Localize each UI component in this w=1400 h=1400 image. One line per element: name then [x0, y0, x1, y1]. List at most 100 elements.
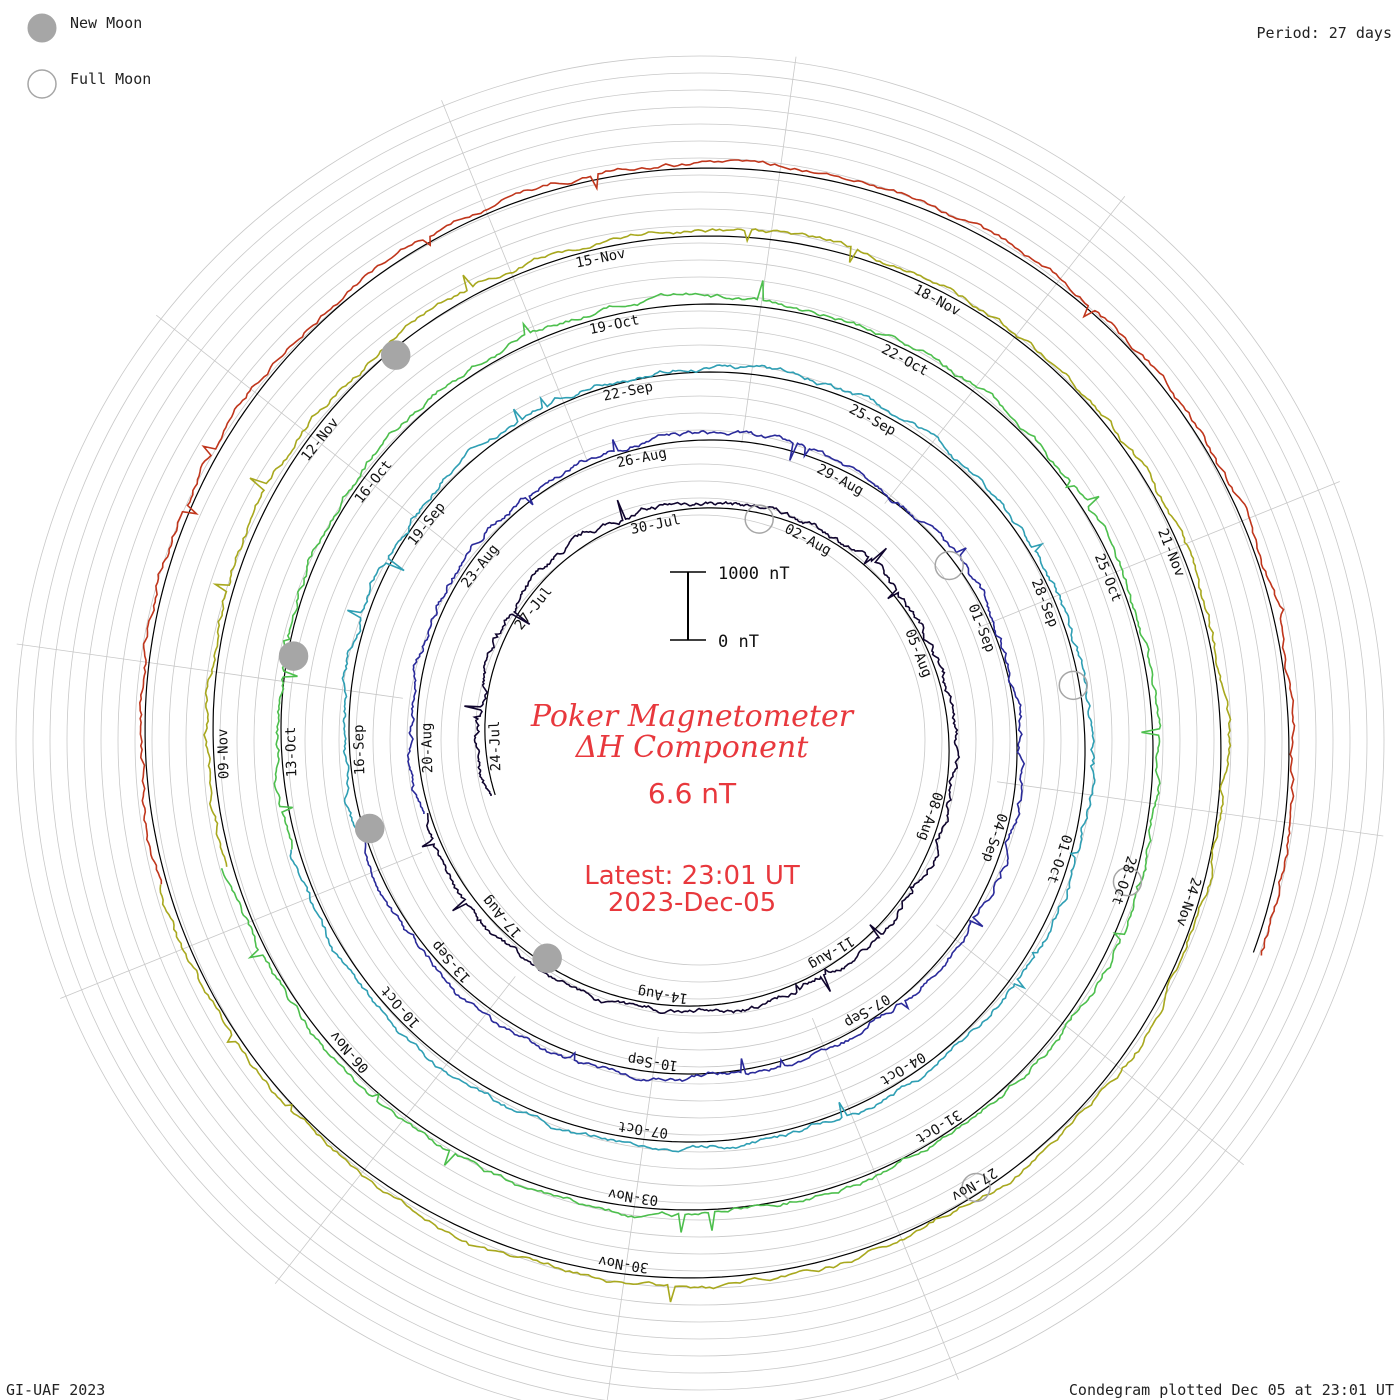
date-label: 30-Nov — [597, 1252, 649, 1275]
grid-circle — [355, 395, 1045, 1085]
date-label: 20-Aug — [419, 722, 436, 773]
grid-circle — [219, 259, 1181, 1221]
new-moon-marker — [380, 340, 411, 370]
trace-ring-1 — [360, 429, 1026, 1082]
grid-circle — [15, 55, 1385, 1400]
date-label: 16-Sep — [351, 724, 368, 775]
grid-circle — [66, 106, 1334, 1374]
grid-spoke — [812, 1018, 959, 1380]
new-moon-label: New Moon — [70, 14, 142, 32]
date-label: 24-Jul — [487, 720, 504, 771]
date-label: 30-Jul — [629, 512, 682, 538]
current-value: 6.6 nT — [648, 777, 737, 810]
date-label: 12-Nov — [298, 415, 342, 465]
magnetometer-traces — [138, 159, 1296, 1303]
date-label: 19-Sep — [405, 499, 449, 549]
date-label: 19-Oct — [588, 312, 641, 338]
grid-spoke — [60, 852, 422, 999]
date-label: 10-Sep — [627, 1050, 679, 1073]
new-moon-marker — [532, 943, 562, 974]
grid-circle — [338, 378, 1062, 1102]
grid-spoke — [156, 314, 464, 556]
footer-plotted: Condegram plotted Dec 05 at 23:01 UT — [1069, 1381, 1394, 1399]
grid-circle — [389, 429, 1011, 1051]
full-moon-icon — [27, 69, 57, 99]
grid-spoke — [606, 1037, 659, 1400]
latest-time: Latest: 23:01 UT — [584, 861, 800, 891]
grid-circle — [372, 412, 1028, 1068]
date-label: 22-Oct — [879, 341, 931, 379]
footer-credit: GI-UAF 2023 — [6, 1381, 105, 1399]
grid-circle — [423, 463, 977, 1017]
grid-circle — [236, 276, 1164, 1204]
grid-circle — [83, 123, 1317, 1357]
trace-ring-5 — [138, 159, 1296, 956]
baseline-spiral — [144, 167, 1290, 1279]
date-label: 13-Oct — [283, 726, 300, 777]
date-label: 26-Aug — [615, 445, 668, 471]
scale-bar: 1000 nT 0 nT — [670, 564, 790, 652]
date-label: 05-Aug — [901, 627, 935, 680]
grid-circle — [202, 242, 1198, 1238]
full-moon-marker — [934, 550, 964, 581]
grid-spoke — [741, 56, 797, 443]
grid-circle — [32, 72, 1368, 1400]
grid-circle — [100, 140, 1300, 1340]
scale-top-label: 1000 nT — [718, 564, 790, 584]
full-moon-marker — [1112, 866, 1143, 897]
date-label: 14-Aug — [637, 983, 689, 1006]
latest-date: 2023-Dec-05 — [608, 888, 776, 918]
period-label: Period: 27 days — [1257, 24, 1392, 42]
date-label: 16-Oct — [352, 457, 396, 507]
grid-circle — [185, 225, 1215, 1255]
scale-bottom-label: 0 nT — [718, 632, 759, 652]
full-moon-label: Full Moon — [70, 70, 151, 88]
date-label: 29-Aug — [814, 461, 866, 499]
trace-ring-0 — [421, 499, 961, 1014]
full-moon-marker — [961, 1172, 991, 1203]
trace-ring-4 — [159, 228, 1232, 1303]
grid-circle — [134, 174, 1266, 1306]
date-label: 25-Sep — [846, 401, 898, 439]
grid-spoke — [274, 976, 516, 1284]
full-moon-marker — [1058, 670, 1089, 701]
grid-spoke — [441, 100, 588, 462]
new-moon-marker — [354, 813, 385, 844]
grid-circle — [457, 497, 943, 983]
date-label: 18-Nov — [911, 282, 963, 320]
date-label: 02-Aug — [782, 521, 834, 559]
date-label: 22-Sep — [602, 379, 655, 405]
date-label: 09-Nov — [215, 728, 232, 779]
grid-circle — [117, 157, 1283, 1323]
moon-markers — [278, 340, 1143, 1203]
grid-circle — [287, 327, 1113, 1153]
grid-spoke — [997, 781, 1384, 837]
grid-spoke — [884, 196, 1126, 504]
full-moon-marker — [744, 504, 774, 534]
grid-circle — [406, 446, 994, 1034]
chart-title-line1: Poker Magnetometer — [530, 699, 855, 734]
grid-circle — [440, 480, 960, 1000]
grid-spoke — [978, 481, 1340, 628]
chart-title-line2: ΔH Component — [575, 730, 809, 765]
grid-circle — [151, 191, 1249, 1289]
date-label: 01-Sep — [965, 602, 999, 655]
grid-circle — [49, 89, 1351, 1391]
grid-spoke — [16, 643, 403, 699]
trace-ring-3 — [220, 280, 1162, 1233]
grid-circle — [168, 208, 1232, 1272]
date-label: 07-Oct — [617, 1118, 669, 1141]
date-label: 25-Oct — [1091, 552, 1125, 605]
trace-ring-2 — [289, 364, 1096, 1153]
new-moon-marker — [278, 641, 309, 671]
date-label: 03-Nov — [607, 1185, 659, 1208]
new-moon-icon — [27, 13, 57, 43]
grid-circle — [270, 310, 1130, 1170]
legend: New Moon Full Moon — [27, 13, 151, 99]
date-label: 28-Sep — [1028, 577, 1062, 630]
date-label: 23-Aug — [458, 541, 502, 591]
polar-grid — [15, 55, 1385, 1400]
grid-circle — [304, 344, 1096, 1136]
grid-spoke — [936, 924, 1244, 1166]
